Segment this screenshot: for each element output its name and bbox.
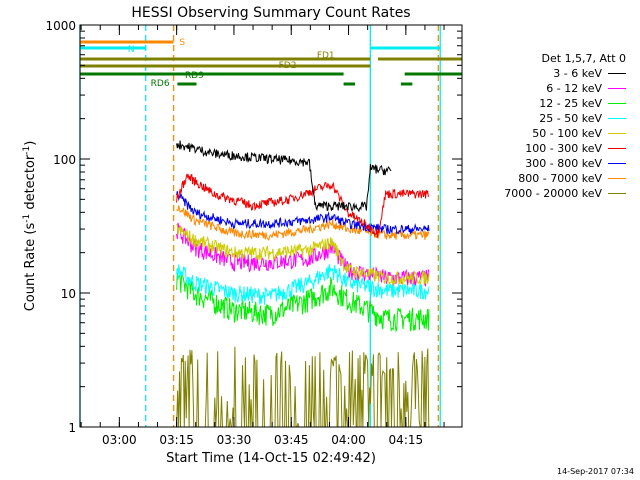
x-tick-label-2: 03:30	[217, 433, 252, 447]
flag-label-rd9: RD9	[185, 71, 204, 81]
flag-label-rd6: RD6	[151, 79, 170, 89]
legend-label: 7000 - 20000 keV	[504, 187, 602, 200]
legend-item: 3 - 6 keV	[553, 67, 626, 80]
y-tick-label-0: 1	[68, 421, 76, 435]
timestamp: 14-Sep-2017 07:34	[557, 467, 634, 476]
y-tick-label-2: 100	[53, 153, 76, 167]
series-line-1	[176, 222, 430, 288]
x-tick-label-0: 03:00	[102, 433, 137, 447]
legend-label: 3 - 6 keV	[553, 67, 602, 80]
legend-item: 300 - 800 keV	[525, 157, 626, 170]
legend-swatch	[608, 193, 626, 194]
legend-label: 50 - 100 keV	[532, 127, 602, 140]
legend-item: 7000 - 20000 keV	[504, 187, 626, 200]
series-line-4	[176, 223, 430, 286]
series-line-8	[176, 346, 430, 428]
series-line-3	[176, 264, 430, 305]
x-axis-label: Start Time (14-Oct-15 02:49:42)	[166, 451, 376, 466]
legend-label: 6 - 12 keV	[546, 82, 602, 95]
y-axis-label-part-0: Count Rate (s	[23, 223, 38, 312]
legend-label: 25 - 50 keV	[539, 112, 602, 125]
x-tick-label-1: 03:15	[159, 433, 194, 447]
y-axis-label: Count Rate (s-1 detector-1)	[22, 141, 38, 312]
y-tick-label-1: 10	[61, 287, 76, 301]
legend-swatch	[608, 133, 626, 134]
y-axis-label-part-2: detector	[23, 154, 38, 214]
y-tick-label-3: 1000	[45, 19, 76, 33]
flag-label-fd1: FD1	[317, 51, 335, 61]
legend-label: 300 - 800 keV	[525, 157, 602, 170]
legend-item: 50 - 100 keV	[532, 127, 626, 140]
x-tick-label-4: 04:00	[331, 433, 366, 447]
plot-frame	[79, 24, 463, 428]
y-axis-label-part-1: -1	[22, 214, 32, 223]
legend-item: 100 - 300 keV	[525, 142, 626, 155]
chart-title: HESSI Observing Summary Count Rates	[131, 5, 410, 21]
flag-label-n: N	[128, 45, 135, 55]
legend-swatch	[608, 178, 626, 179]
flag-label-s: S	[179, 38, 185, 48]
legend-swatch	[608, 148, 626, 149]
legend-header: Det 1,5,7, Att 0	[542, 52, 626, 65]
y-axis-label-part-3: -1	[22, 146, 32, 155]
legend-label: 12 - 25 keV	[539, 97, 602, 110]
series-line-5	[176, 173, 430, 238]
legend-item: 12 - 25 keV	[539, 97, 626, 110]
legend-swatch	[608, 163, 626, 164]
flag-label-fd2: FD2	[279, 61, 297, 71]
legend-swatch	[608, 118, 626, 119]
x-tick-label-3: 03:45	[274, 433, 309, 447]
legend-item: 800 - 7000 keV	[518, 172, 626, 185]
legend-swatch	[608, 103, 626, 104]
legend-swatch	[608, 73, 626, 74]
x-tick-label-5: 04:15	[389, 433, 424, 447]
legend-header-text: Det 1,5,7, Att 0	[541, 52, 626, 65]
series-line-0	[176, 140, 392, 213]
legend-item: 25 - 50 keV	[539, 112, 626, 125]
legend-swatch	[608, 88, 626, 89]
series-line-6	[176, 191, 430, 235]
y-axis-label-part-4: )	[23, 141, 38, 146]
legend-item: 6 - 12 keV	[546, 82, 626, 95]
legend-label: 800 - 7000 keV	[518, 172, 602, 185]
legend-label: 100 - 300 keV	[525, 142, 602, 155]
series-line-2	[176, 272, 430, 333]
series-line-7	[176, 205, 430, 242]
